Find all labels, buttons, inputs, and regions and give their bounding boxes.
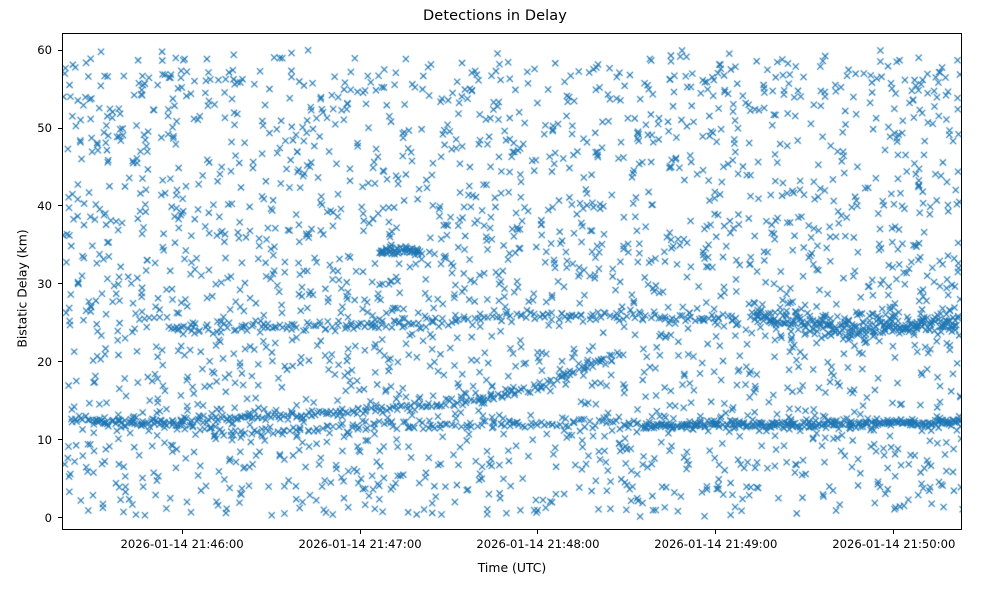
y-axis-label: Bistatic Delay (km)	[14, 229, 30, 348]
x-axis-tick-label: 2026-01-14 21:47:00	[298, 537, 422, 551]
x-axis-tick	[359, 530, 361, 534]
y-axis-tick	[58, 283, 62, 285]
y-axis-tick	[58, 517, 62, 519]
x-axis-tick-label: 2026-01-14 21:46:00	[120, 537, 244, 551]
y-axis-tick-label: 0	[44, 510, 52, 525]
x-axis-tick	[181, 530, 183, 534]
y-axis-tick-label: 50	[37, 121, 52, 136]
x-axis-tick	[715, 530, 717, 534]
y-axis-tick-label: 60	[37, 43, 52, 58]
plot-axes-frame	[62, 33, 962, 530]
y-axis-tick-label: 30	[37, 276, 52, 291]
y-axis-tick-label: 40	[37, 198, 52, 213]
x-axis-tick	[537, 530, 539, 534]
x-axis-tick-label: 2026-01-14 21:49:00	[654, 537, 778, 551]
page-title: Detections in Delay	[423, 8, 567, 24]
y-axis-tick-label: 20	[37, 354, 52, 369]
y-axis-tick	[58, 49, 62, 51]
x-axis-tick	[893, 530, 895, 534]
scatter-plot-canvas	[63, 34, 961, 529]
x-axis-tick-label: 2026-01-14 21:48:00	[476, 537, 600, 551]
x-axis-tick-label: 2026-01-14 21:50:00	[832, 537, 956, 551]
x-axis-label: Time (UTC)	[477, 560, 547, 575]
y-axis-tick	[58, 127, 62, 129]
y-axis-tick	[58, 361, 62, 363]
y-axis-tick	[58, 439, 62, 441]
y-axis-tick-label: 10	[37, 432, 52, 447]
y-axis-tick	[58, 205, 62, 207]
